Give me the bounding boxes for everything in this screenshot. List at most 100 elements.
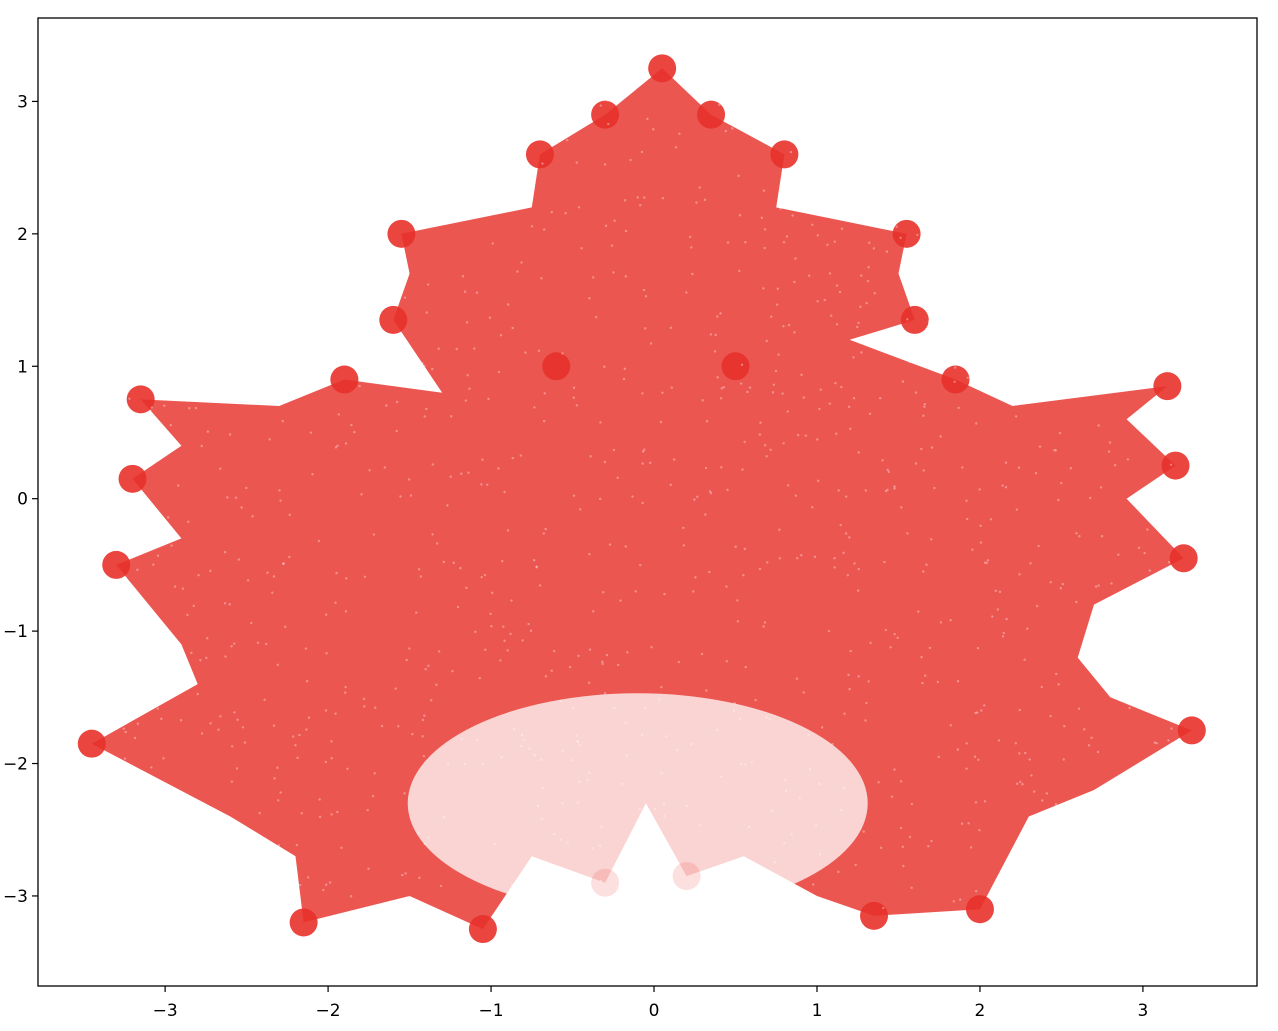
texture-dot (197, 91, 200, 94)
texture-dot (663, 592, 666, 596)
texture-dot (652, 128, 655, 131)
texture-dot (677, 660, 681, 664)
texture-dot (820, 726, 824, 729)
texture-dot (833, 566, 836, 569)
texture-dot (908, 287, 912, 291)
texture-dot (1078, 348, 1082, 352)
texture-dot (849, 649, 852, 653)
texture-dot (408, 647, 411, 650)
texture-dot (1133, 609, 1137, 613)
texture-dot (965, 742, 968, 745)
texture-dot (1111, 193, 1114, 197)
texture-dot (957, 257, 961, 261)
texture-dot (956, 326, 959, 329)
texture-dot (209, 722, 212, 725)
texture-dot (325, 652, 328, 655)
texture-dot (416, 213, 419, 217)
texture-dot (603, 460, 607, 464)
texture-dot (949, 724, 953, 727)
texture-dot (1059, 586, 1062, 590)
texture-dot (395, 400, 399, 404)
texture-dot (236, 401, 239, 405)
texture-dot (786, 410, 789, 413)
texture-dot (116, 799, 119, 803)
texture-dot (887, 187, 890, 190)
y-tick-label: 1 (17, 357, 28, 377)
texture-dot (766, 561, 769, 564)
texture-dot (591, 276, 595, 279)
texture-dot (344, 685, 347, 689)
texture-dot (152, 536, 155, 539)
texture-dot (811, 223, 814, 226)
texture-dot (763, 121, 766, 124)
texture-dot (228, 433, 232, 436)
texture-dot (549, 98, 553, 102)
texture-dot (272, 724, 276, 727)
texture-dot (893, 768, 896, 771)
texture-dot (200, 819, 203, 822)
texture-dot (741, 468, 744, 471)
texture-dot (755, 131, 759, 134)
texture-dot (883, 560, 886, 564)
texture-dot (1170, 742, 1173, 745)
texture-dot (251, 515, 254, 518)
texture-dot (705, 689, 708, 692)
texture-dot (190, 651, 193, 654)
texture-dot (816, 234, 819, 237)
texture-dot (878, 397, 882, 400)
texture-dot (973, 755, 977, 758)
texture-dot (201, 275, 204, 279)
texture-dot (115, 479, 118, 482)
texture-dot (733, 702, 736, 705)
texture-dot (295, 212, 298, 215)
texture-dot (580, 889, 583, 892)
texture-dot (1118, 239, 1121, 242)
y-tick-label: 2 (17, 225, 28, 245)
texture-dot (540, 758, 543, 762)
texture-dot (130, 623, 134, 626)
texture-dot (1005, 359, 1008, 363)
texture-dot (1158, 248, 1162, 251)
texture-dot (578, 780, 581, 783)
texture-dot (715, 728, 719, 732)
data-point (330, 365, 359, 394)
texture-dot (768, 718, 771, 721)
texture-dot (410, 898, 414, 901)
texture-dot (324, 613, 328, 616)
texture-dot (889, 646, 892, 649)
texture-dot (1043, 865, 1047, 869)
texture-dot (544, 675, 548, 678)
texture-dot (1075, 532, 1078, 535)
texture-dot (241, 726, 245, 729)
texture-dot (1096, 92, 1100, 96)
texture-dot (276, 766, 279, 769)
texture-dot (928, 646, 932, 650)
texture-dot (149, 409, 152, 413)
texture-dot (648, 461, 652, 465)
texture-dot (435, 542, 439, 545)
texture-dot (1038, 445, 1042, 448)
texture-dot (1002, 631, 1005, 635)
texture-dot (427, 836, 430, 839)
texture-dot (790, 833, 793, 836)
texture-dot (714, 333, 717, 337)
texture-dot (1004, 461, 1008, 464)
texture-dot (644, 295, 648, 298)
texture-dot (959, 898, 962, 901)
texture-dot (763, 444, 767, 447)
texture-dot (700, 652, 704, 656)
texture-dot (999, 326, 1003, 330)
texture-dot (511, 456, 514, 460)
texture-dot (1041, 379, 1044, 382)
texture-dot (852, 356, 855, 359)
texture-dot (835, 432, 838, 435)
texture-dot (949, 618, 952, 622)
texture-dot (338, 122, 342, 126)
texture-dot (910, 802, 914, 806)
texture-dot (403, 377, 407, 380)
texture-dot (719, 397, 723, 400)
texture-dot (770, 315, 773, 318)
texture-dot (787, 323, 791, 327)
texture-dot (334, 712, 337, 715)
texture-dot (138, 309, 142, 313)
